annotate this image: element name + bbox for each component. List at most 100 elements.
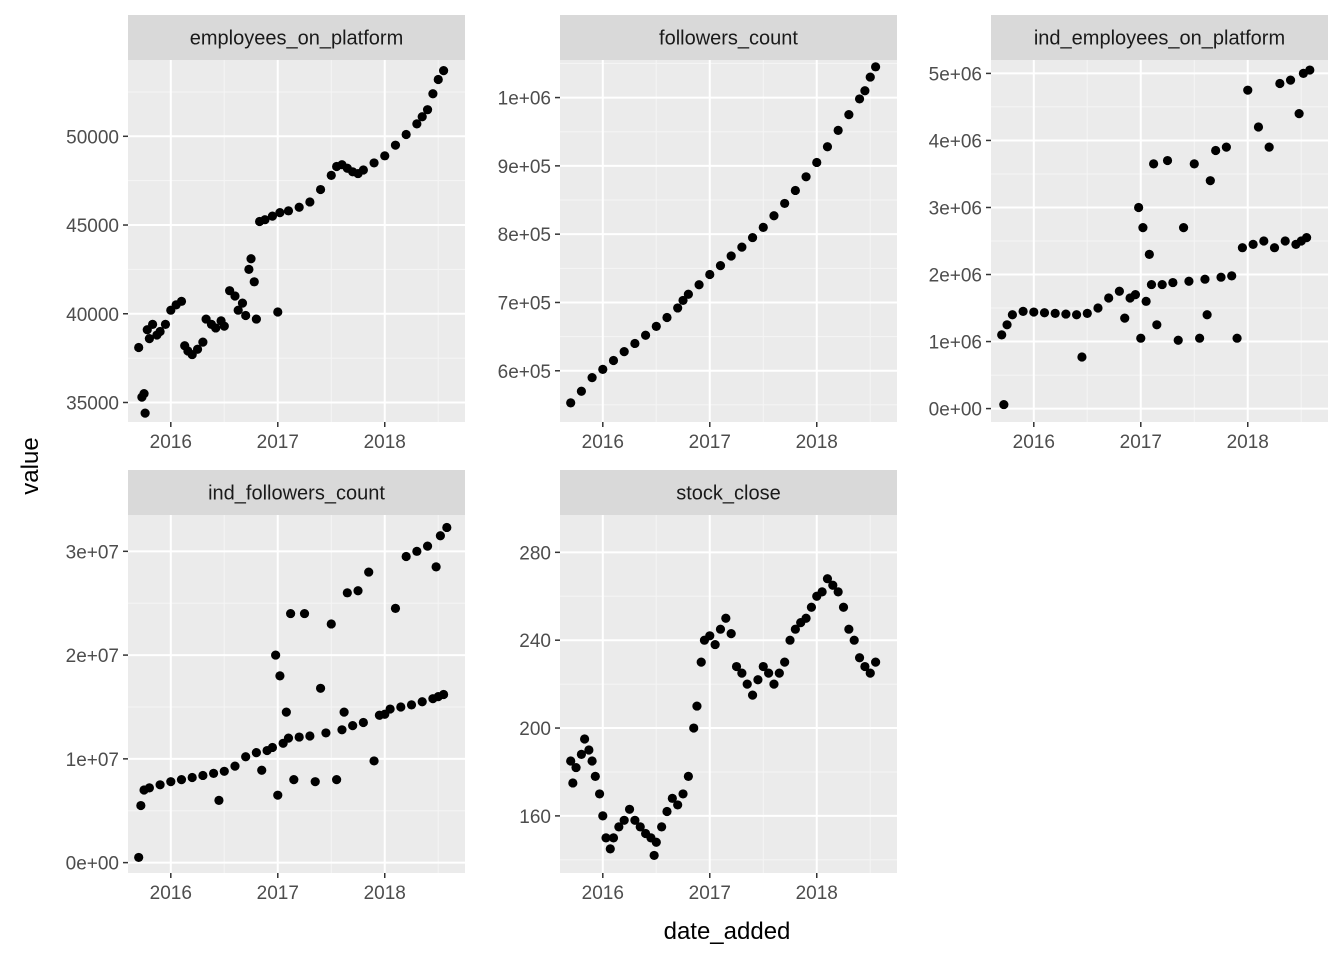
data-point bbox=[1275, 78, 1285, 89]
y-tick-label: 2e+06 bbox=[929, 266, 982, 287]
data-point bbox=[678, 295, 688, 306]
x-tick-label: 2018 bbox=[796, 883, 838, 904]
data-point bbox=[358, 165, 368, 175]
data-point bbox=[689, 723, 699, 733]
data-point bbox=[208, 768, 219, 778]
y-tick-label: 5e+06 bbox=[929, 64, 982, 85]
data-point bbox=[769, 211, 779, 221]
data-point bbox=[1141, 296, 1151, 306]
data-point bbox=[1002, 320, 1012, 330]
data-point bbox=[742, 679, 752, 689]
data-point bbox=[694, 280, 704, 290]
data-point bbox=[1093, 303, 1103, 313]
y-tick-label: 45000 bbox=[66, 216, 119, 237]
y-tick-label: 1e+07 bbox=[66, 750, 119, 771]
data-point bbox=[1018, 306, 1028, 316]
x-tick-label: 2018 bbox=[364, 883, 406, 904]
facet-panels: employees_on_platform 2016 2017 2018 35000 40… bbox=[66, 15, 1328, 904]
y-tick-label: 50000 bbox=[66, 127, 119, 148]
data-point bbox=[134, 342, 144, 353]
facet-panel: ind_employees_on_platform 2016 2017 2018 0e+… bbox=[929, 15, 1328, 453]
data-point bbox=[286, 608, 296, 619]
data-point bbox=[854, 653, 865, 663]
y-axis-title: value bbox=[17, 437, 44, 494]
data-point bbox=[860, 661, 870, 672]
data-point bbox=[155, 326, 165, 337]
data-point bbox=[747, 232, 758, 243]
data-point bbox=[780, 198, 790, 209]
data-point bbox=[283, 206, 294, 216]
data-point bbox=[187, 772, 197, 783]
data-point bbox=[1285, 75, 1296, 85]
data-point bbox=[833, 587, 843, 597]
data-point bbox=[1221, 142, 1231, 152]
y-tick-label: 7e+05 bbox=[498, 293, 551, 314]
data-point bbox=[144, 333, 154, 344]
y-tick-label: 3e+07 bbox=[66, 542, 119, 563]
data-point bbox=[385, 704, 395, 714]
data-point bbox=[148, 319, 158, 330]
data-point bbox=[683, 289, 693, 299]
data-point bbox=[1243, 85, 1253, 95]
data-point bbox=[673, 800, 683, 810]
data-point bbox=[737, 242, 747, 252]
data-point bbox=[849, 635, 859, 645]
y-tick-label: 35000 bbox=[66, 393, 119, 414]
data-point bbox=[417, 112, 427, 122]
data-point bbox=[390, 603, 401, 613]
data-point bbox=[241, 752, 251, 762]
data-point bbox=[747, 690, 758, 700]
y-tick-label: 2e+07 bbox=[66, 646, 119, 667]
data-point bbox=[337, 725, 347, 735]
data-point bbox=[566, 398, 576, 408]
x-tick-label: 2017 bbox=[257, 432, 299, 453]
data-point bbox=[380, 151, 390, 161]
data-point bbox=[1082, 308, 1092, 318]
data-point bbox=[219, 766, 229, 776]
data-point bbox=[1029, 307, 1039, 317]
facet-panel: ind_followers_count 2016 2017 2018 0e+00 1e+0… bbox=[66, 470, 465, 904]
panel-background bbox=[128, 515, 465, 873]
data-point bbox=[1061, 309, 1071, 319]
data-point bbox=[251, 314, 261, 324]
data-point bbox=[630, 815, 640, 825]
data-point bbox=[237, 298, 248, 308]
data-point bbox=[249, 277, 259, 287]
y-tick-label: 6e+05 bbox=[498, 362, 551, 383]
data-point bbox=[390, 140, 401, 150]
data-point bbox=[321, 728, 331, 738]
data-point bbox=[315, 683, 326, 693]
data-point bbox=[289, 775, 299, 785]
data-point bbox=[1205, 176, 1215, 186]
data-point bbox=[267, 742, 278, 753]
data-point bbox=[283, 733, 294, 743]
data-point bbox=[244, 264, 254, 274]
data-points bbox=[134, 522, 452, 863]
data-point bbox=[364, 567, 374, 577]
data-point bbox=[790, 624, 800, 634]
data-point bbox=[198, 337, 208, 347]
data-point bbox=[1071, 310, 1082, 320]
facet-strip bbox=[128, 470, 465, 515]
y-tick-label: 40000 bbox=[66, 305, 119, 326]
data-point bbox=[997, 330, 1007, 340]
data-point bbox=[999, 399, 1009, 410]
y-tick-label: 9e+05 bbox=[498, 157, 551, 178]
data-point bbox=[396, 702, 406, 712]
data-point bbox=[587, 756, 597, 766]
facet-strip-label: followers_count bbox=[659, 28, 798, 50]
data-point bbox=[568, 778, 578, 788]
panel-background bbox=[128, 60, 465, 422]
data-point bbox=[160, 319, 171, 330]
data-point bbox=[1162, 155, 1173, 166]
facet-panel: stock_close 2016 2017 2018 160 200 240 280 bbox=[519, 470, 897, 904]
data-points bbox=[566, 574, 881, 861]
data-point bbox=[614, 822, 624, 832]
data-point bbox=[136, 800, 146, 811]
data-point bbox=[422, 105, 433, 115]
data-point bbox=[662, 806, 672, 817]
data-point bbox=[305, 731, 315, 741]
data-point bbox=[758, 222, 768, 232]
data-point bbox=[134, 852, 144, 863]
